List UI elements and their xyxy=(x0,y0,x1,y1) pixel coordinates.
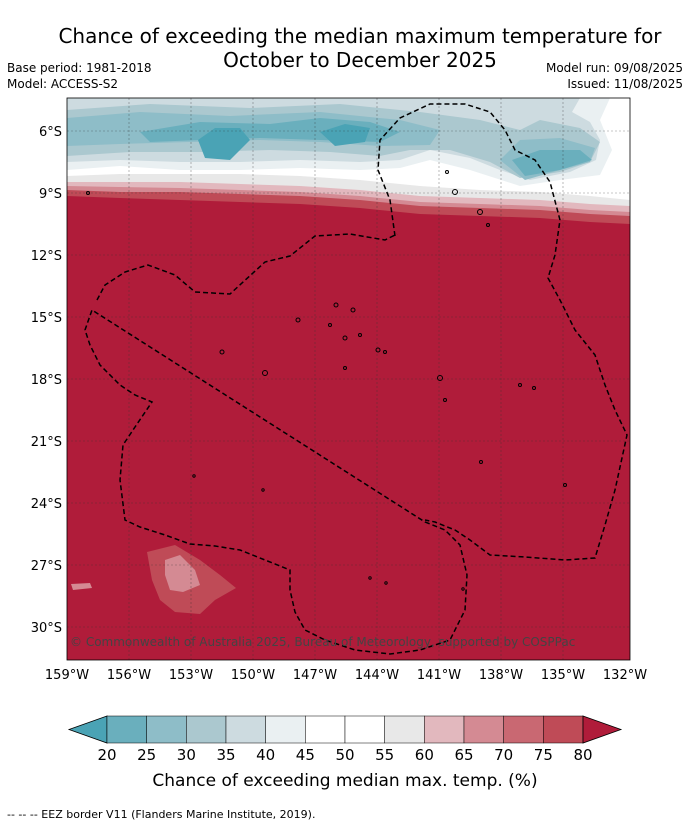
colorbar-bin xyxy=(186,715,227,744)
lat-label: 15°S xyxy=(31,311,62,326)
lat-label: 21°S xyxy=(31,435,62,450)
lon-label: 147°W xyxy=(293,668,337,683)
model-run: Model run: 09/08/2025 xyxy=(545,61,683,75)
colorbar-tick-label: 80 xyxy=(573,746,592,764)
colorbar-label: Chance of exceeding median max. temp. (%… xyxy=(152,771,538,791)
lat-label: 12°S xyxy=(31,249,62,264)
lat-label: 18°S xyxy=(31,373,62,388)
colorbar-bin xyxy=(463,715,504,744)
field-west-tick xyxy=(71,583,92,590)
colorbar-extend-high xyxy=(582,715,623,744)
colorbar-tick-label: 75 xyxy=(534,746,553,764)
colorbar-extend-low xyxy=(67,715,108,744)
lon-label: 138°W xyxy=(479,668,523,683)
colorbar-tick-label: 20 xyxy=(97,746,116,764)
colorbar-tick-label: 35 xyxy=(216,746,235,764)
issued-date: Issued: 11/08/2025 xyxy=(567,77,683,91)
right-meta: Model run: 09/08/2025 Issued: 11/08/2025 xyxy=(546,60,683,92)
lon-label: 144°W xyxy=(355,668,399,683)
colorbar-bin xyxy=(543,715,584,744)
lat-label: 30°S xyxy=(31,621,62,636)
colorbar-tick-label: 65 xyxy=(454,746,473,764)
graticule xyxy=(67,98,630,660)
longitude-axis: 159°W 156°W 153°W 150°W 147°W 144°W 141°… xyxy=(45,668,647,683)
title-line-1: Chance of exceeding the median maximum t… xyxy=(58,24,662,48)
colorbar-bin xyxy=(225,715,266,744)
field-band-20b xyxy=(320,124,370,146)
colorbar-bin xyxy=(106,715,147,744)
map-title: Chance of exceeding the median maximum t… xyxy=(40,24,680,72)
colorbar-bin xyxy=(384,715,425,744)
lat-label: 27°S xyxy=(31,559,62,574)
field-band-20 xyxy=(198,128,250,160)
colorbar-tick-label: 25 xyxy=(137,746,156,764)
lon-label: 150°W xyxy=(231,668,275,683)
lon-label: 132°W xyxy=(603,668,647,683)
lon-label: 141°W xyxy=(417,668,461,683)
lon-label: 156°W xyxy=(107,668,151,683)
title-line-2: October to December 2025 xyxy=(223,48,497,72)
colorbar-bin xyxy=(503,715,544,744)
colorbar-tick-label: 60 xyxy=(415,746,434,764)
latitude-axis: 6°S 9°S 12°S 15°S 18°S 21°S 24°S 27°S 30… xyxy=(31,125,62,636)
lon-label: 135°W xyxy=(541,668,585,683)
base-period: Base period: 1981-2018 xyxy=(7,61,152,75)
colorbar-tick-label: 70 xyxy=(494,746,513,764)
map-frame xyxy=(66,97,631,661)
field-band-25b xyxy=(512,150,592,176)
lat-label: 24°S xyxy=(31,497,62,512)
colorbar-tick-label: 40 xyxy=(256,746,275,764)
lon-label: 159°W xyxy=(45,668,89,683)
colorbar-tick-label: 45 xyxy=(296,746,315,764)
lat-label: 6°S xyxy=(39,125,62,140)
colorbar-tick-label: 55 xyxy=(375,746,394,764)
colorbar-bin xyxy=(305,715,346,744)
colorbar-bin xyxy=(344,715,385,744)
colorbar-tick-label: 30 xyxy=(177,746,196,764)
colorbar-ticks: 20 25 30 35 40 45 50 55 60 65 70 75 80 xyxy=(97,746,592,764)
copyright-notice: © Commonwealth of Australia 2025, Bureau… xyxy=(70,635,575,649)
eez-legend-note: -- -- -- EEZ border V11 (Flanders Marine… xyxy=(7,808,316,821)
colorbar xyxy=(67,715,623,744)
colorbar-bin xyxy=(424,715,465,744)
colorbar-bin xyxy=(146,715,187,744)
colorbar-tick-label: 50 xyxy=(335,746,354,764)
islands xyxy=(86,170,567,591)
colorbar-bin xyxy=(265,715,306,744)
left-meta: Base period: 1981-2018 Model: ACCESS-S2 xyxy=(7,60,152,92)
eez-french-polynesia xyxy=(84,103,628,655)
eez-borders xyxy=(84,103,628,655)
model-name: Model: ACCESS-S2 xyxy=(7,77,119,91)
lat-label: 9°S xyxy=(39,187,62,202)
lon-label: 153°W xyxy=(169,668,213,683)
